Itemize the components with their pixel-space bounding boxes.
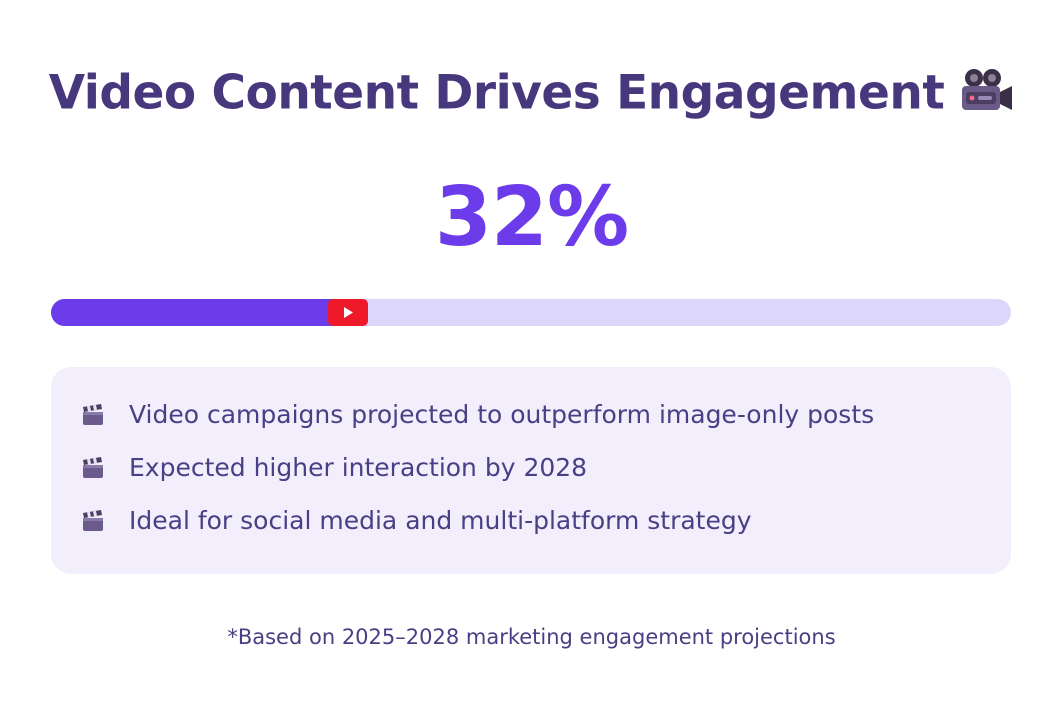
progress-bar [51,299,1011,326]
list-item-text: Ideal for social media and multi-platfor… [129,506,752,535]
list-item: Ideal for social media and multi-platfor… [51,495,1011,548]
progress-fill [51,299,358,326]
list-item: Video campaigns projected to outperform … [51,389,1011,442]
list-item: Expected higher interaction by 2028 [51,442,1011,495]
benefits-list: Video campaigns projected to outperform … [51,367,1011,548]
clapper-board-icon [81,509,105,533]
clapper-board-icon [81,456,105,480]
engagement-percentage: 32% [434,170,629,265]
play-button-icon [328,299,368,326]
benefits-panel: Video campaigns projected to outperform … [51,367,1011,574]
list-item-text: Video campaigns projected to outperform … [129,400,875,429]
clapper-board-icon [81,403,105,427]
page-title: Video Content Drives Engagement [0,56,1063,129]
title-text: Video Content Drives Engagement [48,65,945,121]
movie-camera-icon [958,66,1014,114]
list-item-text: Expected higher interaction by 2028 [129,453,588,482]
footnote: *Based on 2025–2028 marketing engagement… [227,625,836,649]
